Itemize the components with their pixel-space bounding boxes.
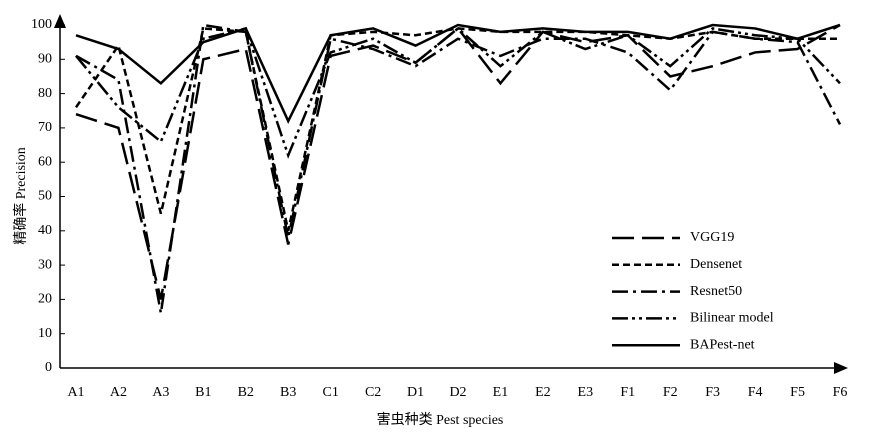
- y-axis-arrow: [54, 14, 66, 28]
- x-tick-label: C1: [322, 385, 338, 400]
- y-tick-label: 60: [38, 154, 52, 169]
- x-tick-label: B1: [195, 385, 211, 400]
- x-tick-label: A3: [152, 385, 169, 400]
- y-tick-label: 80: [38, 86, 52, 101]
- x-tick-label: F2: [663, 385, 678, 400]
- x-tick-label: D2: [449, 385, 466, 400]
- series-line: [75, 23, 841, 300]
- x-tick-label: A2: [110, 385, 127, 400]
- x-tick-label: B2: [238, 385, 254, 400]
- x-tick-label: E2: [535, 385, 551, 400]
- legend-label: Bilinear model: [690, 311, 774, 326]
- x-tick-label: F5: [790, 385, 805, 400]
- x-tick-label: C2: [365, 385, 381, 400]
- x-tick-label: E3: [578, 385, 594, 400]
- x-tick-label: B3: [280, 385, 296, 400]
- legend-label: Resnet50: [690, 284, 742, 299]
- y-tick-label: 70: [38, 120, 52, 135]
- y-axis-label: 精确率 Precision: [12, 147, 29, 245]
- x-axis-arrow: [834, 362, 848, 374]
- y-tick-label: 20: [38, 292, 52, 307]
- series-line: [75, 26, 841, 159]
- x-tick-label: D1: [407, 385, 424, 400]
- legend-label: Densenet: [690, 257, 742, 272]
- y-tick-label: 100: [31, 17, 52, 32]
- x-tick-label: F3: [705, 385, 720, 400]
- legend-label: VGG19: [690, 230, 734, 245]
- x-tick-label: A1: [67, 385, 84, 400]
- y-tick-label: 30: [38, 257, 52, 272]
- series-line: [75, 23, 842, 314]
- y-tick-label: 40: [38, 223, 52, 238]
- y-tick-label: 50: [38, 189, 52, 204]
- x-axis-label: 害虫种类 Pest species: [377, 412, 504, 428]
- x-tick-label: F1: [620, 385, 635, 400]
- x-tick-label: E1: [493, 385, 509, 400]
- y-tick-label: 90: [38, 52, 52, 67]
- y-tick-label: 10: [38, 326, 52, 341]
- y-tick-label: 0: [45, 360, 52, 375]
- legend-label: BAPest-net: [690, 337, 755, 352]
- x-tick-label: F4: [748, 385, 763, 400]
- series-line: [75, 23, 841, 124]
- x-tick-label: F6: [833, 385, 848, 400]
